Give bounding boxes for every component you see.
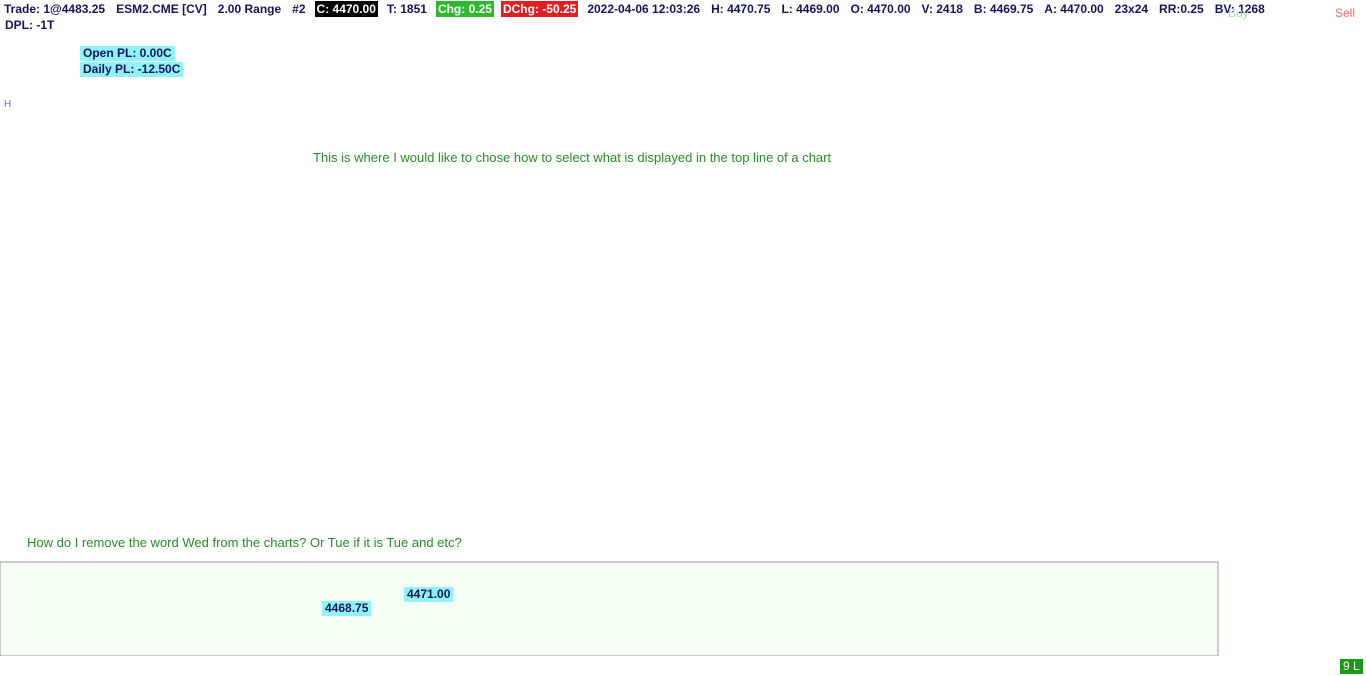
header-item: V: 2418 bbox=[921, 2, 963, 16]
price-label: 4471.00 bbox=[404, 587, 454, 602]
header-item: T: 1851 bbox=[386, 2, 427, 16]
annotation: This is where I would like to chose how … bbox=[313, 150, 832, 165]
header-item: A: 4470.00 bbox=[1044, 2, 1104, 16]
header-item: RR:0.25 bbox=[1159, 2, 1204, 16]
status: 9 L bbox=[1340, 659, 1363, 674]
header-item: Trade: 1@4483.25 bbox=[4, 2, 106, 16]
marker: H bbox=[2, 97, 14, 112]
header-item: C: 4470.00 bbox=[314, 1, 378, 17]
header-item: 2022-04-06 12:03:26 bbox=[587, 2, 701, 16]
header: Trade: 1@4483.25 ESM2.CME [CV] 2.00 Range #… bbox=[2, 1, 1267, 17]
sell-label[interactable]: Sell bbox=[1335, 6, 1356, 20]
header-item: O: 4470.00 bbox=[850, 2, 911, 16]
header-item: L: 4469.00 bbox=[781, 2, 840, 16]
dpl: DPL: -1T bbox=[2, 18, 58, 33]
header-item: #2 bbox=[292, 2, 306, 16]
time-axis-bg bbox=[0, 656, 1366, 676]
annotation: How do I remove the word Wed from the ch… bbox=[27, 535, 462, 550]
lower-panel bbox=[0, 561, 1219, 657]
header-item: BV: 1268 bbox=[1214, 2, 1265, 16]
open-pl: Open PL: 0.00C bbox=[80, 46, 175, 61]
header-item: DChg: -50.25 bbox=[500, 1, 579, 17]
axis-background bbox=[1218, 0, 1366, 676]
daily-pl: Daily PL: -12.50C bbox=[80, 62, 184, 77]
header-item: H: 4470.75 bbox=[711, 2, 771, 16]
header-item: Chg: 0.25 bbox=[435, 1, 494, 17]
header-item: ESM2.CME [CV] bbox=[116, 2, 207, 16]
header-item: 23x24 bbox=[1114, 2, 1149, 16]
header-item: B: 4469.75 bbox=[973, 2, 1034, 16]
price-label: 4468.75 bbox=[322, 601, 372, 616]
buy-label[interactable]: Buy bbox=[1228, 6, 1249, 20]
header-item: 2.00 Range bbox=[217, 2, 282, 16]
